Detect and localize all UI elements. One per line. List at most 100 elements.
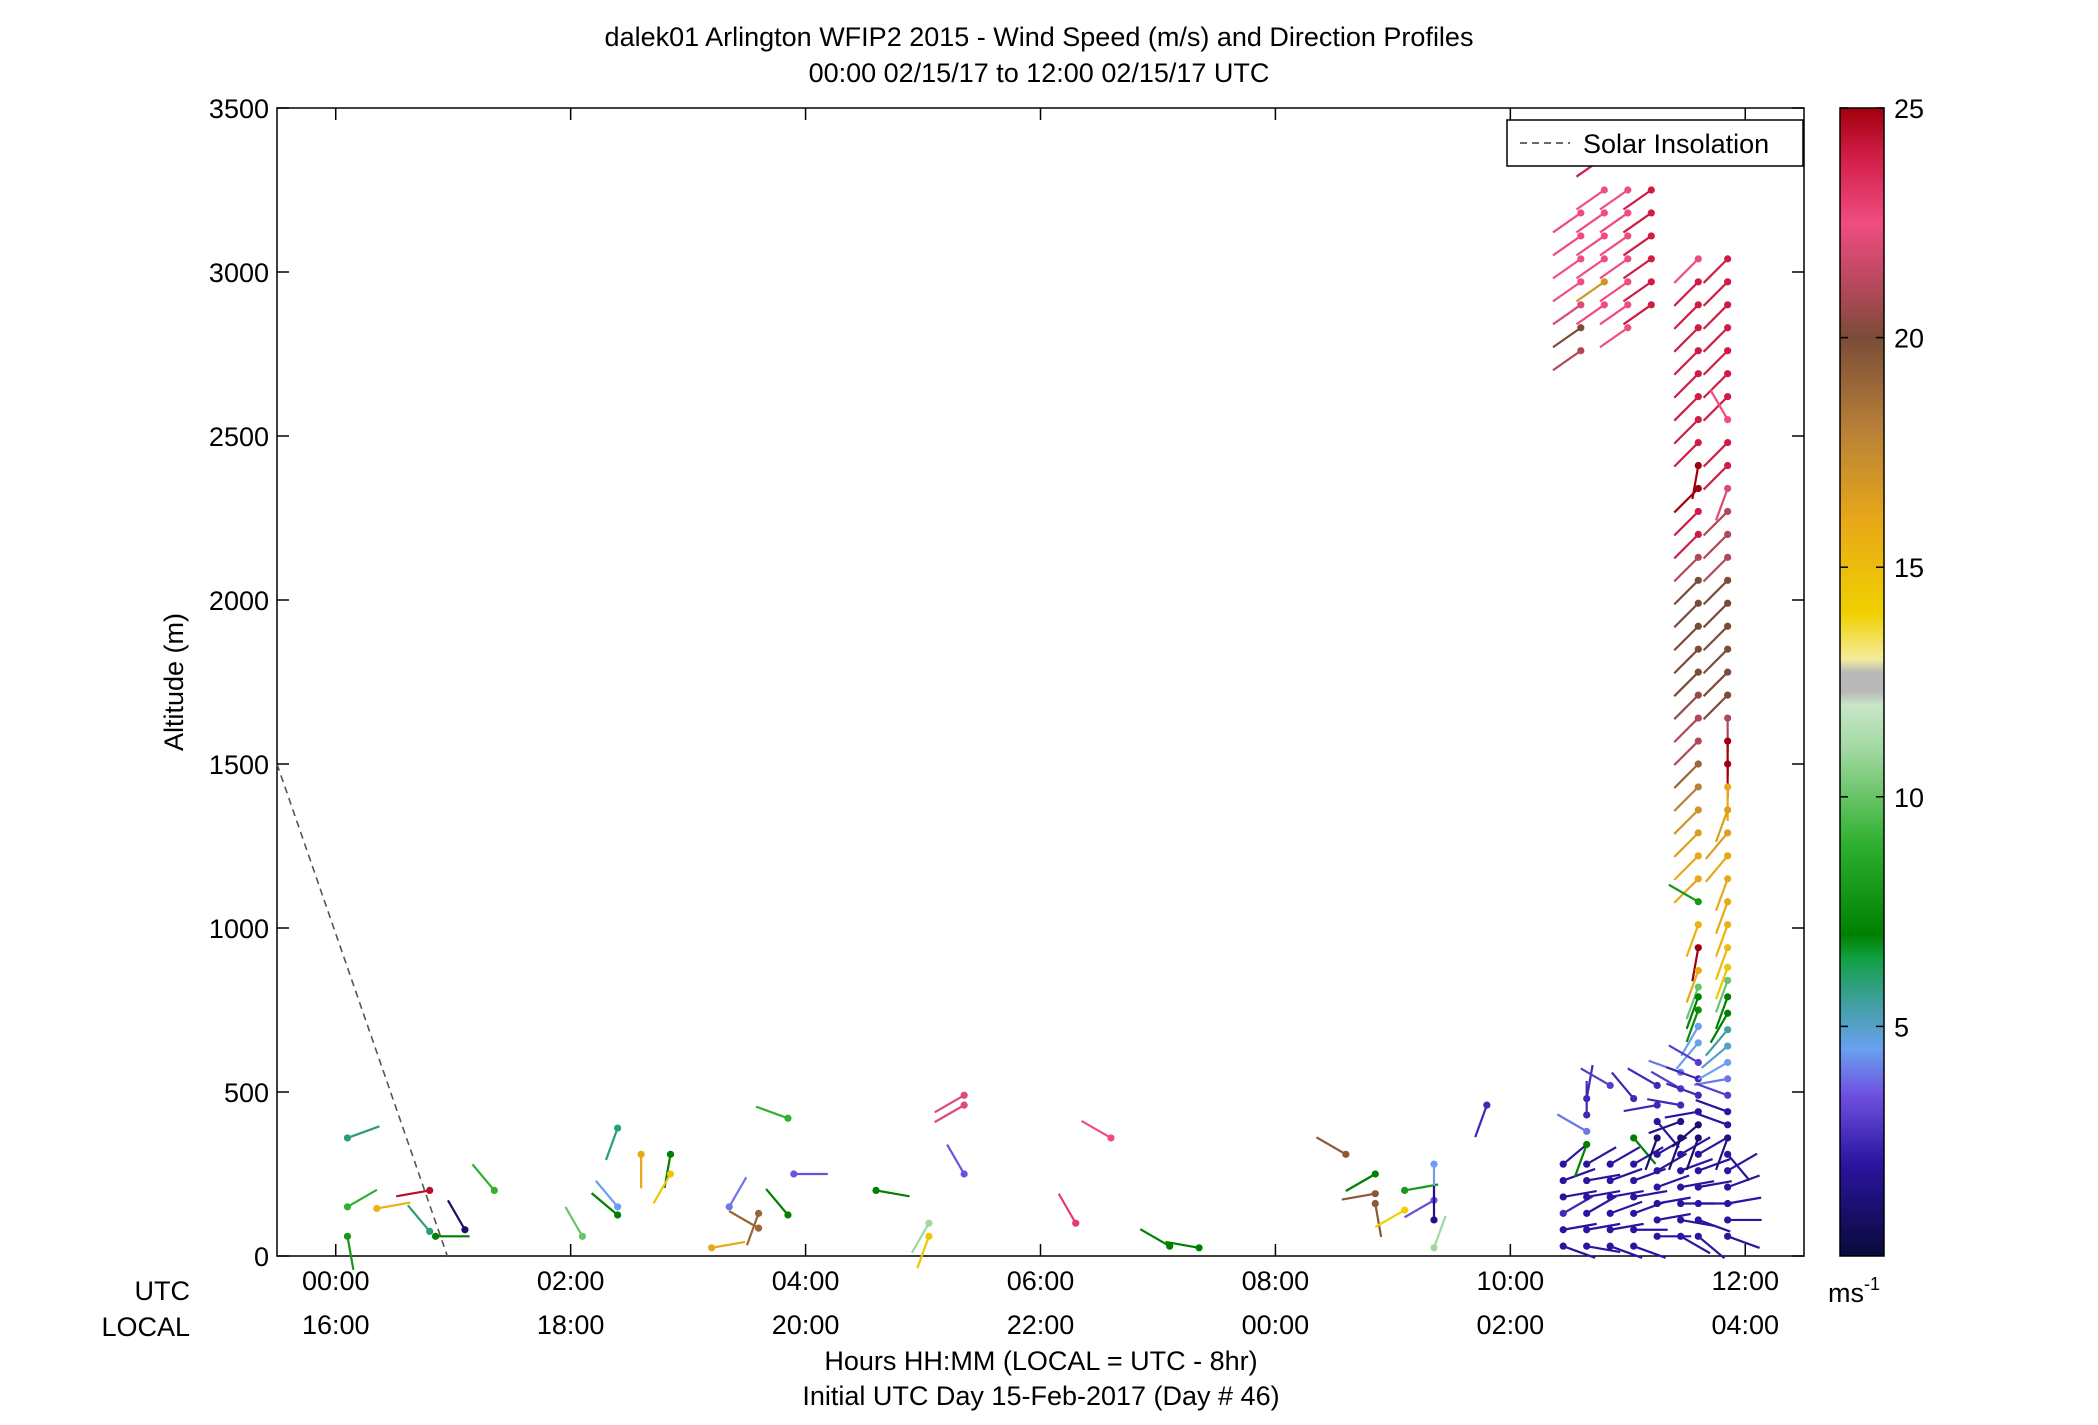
wind-barb bbox=[1673, 576, 1702, 606]
wind-barb-shaft bbox=[1673, 763, 1700, 789]
wind-barb-shaft bbox=[1646, 1098, 1681, 1107]
wind-barb-dot bbox=[1694, 1232, 1702, 1240]
wind-barb-shaft bbox=[1599, 303, 1629, 326]
wind-barb-shaft bbox=[1702, 441, 1729, 468]
wind-barb-shaft bbox=[1702, 625, 1729, 652]
wind-barb-shaft bbox=[1714, 980, 1729, 1013]
wind-barb-dot bbox=[1577, 301, 1585, 309]
wind-barb-shaft bbox=[1673, 441, 1700, 468]
wind-barb bbox=[1673, 852, 1702, 881]
x-tick-label-utc: 04:00 bbox=[772, 1266, 840, 1296]
wind-barb-dot bbox=[1647, 186, 1655, 194]
wind-barb-dot bbox=[1577, 278, 1585, 286]
wind-barb bbox=[1714, 944, 1732, 981]
wind-barb-dot bbox=[1694, 993, 1702, 1001]
wind-barb-dot bbox=[1600, 301, 1608, 309]
wind-barb-dot bbox=[1724, 530, 1732, 539]
wind-barb-shaft bbox=[376, 1201, 411, 1210]
wind-barb-shaft bbox=[1691, 947, 1700, 982]
wind-barb-shaft bbox=[1685, 970, 1700, 1003]
wind-barb bbox=[1057, 1193, 1080, 1227]
y-tick-label: 500 bbox=[224, 1078, 269, 1108]
wind-barb bbox=[1559, 1242, 1596, 1259]
wind-barb-shaft bbox=[1609, 1146, 1641, 1166]
wind-barb bbox=[1599, 232, 1632, 257]
wind-barb-shaft bbox=[1714, 947, 1729, 981]
wind-barb-dot bbox=[1694, 438, 1702, 447]
wind-barb bbox=[1606, 1242, 1643, 1259]
wind-barb-dot bbox=[431, 1232, 440, 1240]
wind-barb bbox=[1623, 1101, 1661, 1113]
wind-barb-dot bbox=[1694, 347, 1702, 355]
wind-barb bbox=[1685, 1134, 1702, 1171]
wind-barb-dot bbox=[1694, 1216, 1702, 1224]
wind-barb-shaft bbox=[1700, 1045, 1729, 1069]
wind-barb-dot bbox=[1724, 875, 1732, 883]
wind-barb bbox=[1694, 1136, 1729, 1158]
colorbar-tick-label: 15 bbox=[1894, 553, 1924, 583]
x-axis-label-2: Initial UTC Day 15-Feb-2017 (Day # 46) bbox=[802, 1381, 1279, 1411]
wind-barb-dot bbox=[343, 1134, 352, 1142]
wind-barb bbox=[1653, 1196, 1691, 1208]
wind-barb bbox=[1648, 1117, 1685, 1135]
wind-barb-shaft bbox=[1727, 1152, 1758, 1172]
wind-barb-dot bbox=[1694, 278, 1702, 286]
wind-barb-shaft bbox=[1702, 304, 1729, 330]
wind-barb-shaft bbox=[590, 1192, 619, 1216]
wind-barb bbox=[1622, 278, 1655, 303]
wind-barb-shaft bbox=[1702, 326, 1729, 353]
wind-barb bbox=[343, 1125, 380, 1142]
wind-barb-shaft bbox=[1623, 1104, 1658, 1113]
wind-barb-shaft bbox=[1609, 1245, 1643, 1259]
wind-barb-shaft bbox=[604, 1127, 619, 1161]
wind-barb bbox=[396, 1186, 434, 1198]
wind-barb-shaft bbox=[1139, 1228, 1171, 1248]
wind-barb bbox=[1673, 278, 1702, 307]
wind-barb-dot bbox=[1647, 255, 1655, 263]
wind-barb-dot bbox=[1724, 760, 1732, 768]
wind-barb-shaft bbox=[1556, 1113, 1588, 1133]
wind-barb-shaft bbox=[1552, 280, 1582, 303]
wind-barb-dot bbox=[1724, 1058, 1732, 1067]
wind-barb bbox=[1724, 1196, 1762, 1208]
wind-barb-shaft bbox=[1057, 1193, 1077, 1224]
wind-barb-dot bbox=[1606, 1226, 1614, 1234]
wind-barb-shaft bbox=[1673, 786, 1700, 812]
wind-barb bbox=[1622, 255, 1655, 280]
wind-barb-dot bbox=[343, 1232, 352, 1240]
wind-barb bbox=[872, 1186, 910, 1198]
wind-barb-dot bbox=[1694, 783, 1702, 791]
wind-barb-shaft bbox=[1673, 625, 1700, 652]
wind-barb bbox=[1559, 1167, 1596, 1185]
wind-barb-dot bbox=[1630, 1242, 1638, 1250]
wind-barb bbox=[1704, 1026, 1732, 1057]
wind-barb-shaft bbox=[934, 1104, 965, 1124]
wind-barb bbox=[1552, 324, 1585, 349]
wind-barb-dot bbox=[1677, 1101, 1685, 1109]
wind-barb-shaft bbox=[1552, 212, 1582, 234]
wind-barb-dot bbox=[754, 1209, 763, 1217]
wind-barb bbox=[1685, 1006, 1702, 1043]
wind-barb bbox=[1583, 1146, 1617, 1168]
wind-barb-dot bbox=[1630, 1176, 1638, 1185]
wind-barb bbox=[1673, 829, 1702, 858]
wind-barb-shaft bbox=[1080, 1119, 1112, 1139]
x-tick-label-utc: 00:00 bbox=[302, 1266, 370, 1296]
wind-barb-shaft bbox=[946, 1144, 966, 1175]
y-tick-label: 1500 bbox=[209, 750, 269, 780]
wind-barb bbox=[1724, 1152, 1758, 1175]
wind-barb-dot bbox=[1677, 1167, 1685, 1175]
wind-barb-shaft bbox=[1586, 1189, 1621, 1199]
wind-barb-shaft bbox=[346, 1236, 355, 1270]
wind-barb-dot bbox=[1600, 255, 1608, 263]
wind-barb bbox=[708, 1240, 746, 1252]
wind-barb-shaft bbox=[1702, 510, 1729, 537]
wind-barb bbox=[1371, 1199, 1383, 1238]
wind-barb bbox=[1610, 1071, 1638, 1103]
wind-barb-dot bbox=[1624, 232, 1632, 240]
wind-barb bbox=[1559, 1222, 1597, 1234]
wind-barb-dot bbox=[1694, 416, 1702, 424]
wind-barb-dot bbox=[960, 1101, 968, 1109]
wind-barb-shaft bbox=[1599, 212, 1629, 234]
wind-barb-dot bbox=[925, 1232, 933, 1240]
